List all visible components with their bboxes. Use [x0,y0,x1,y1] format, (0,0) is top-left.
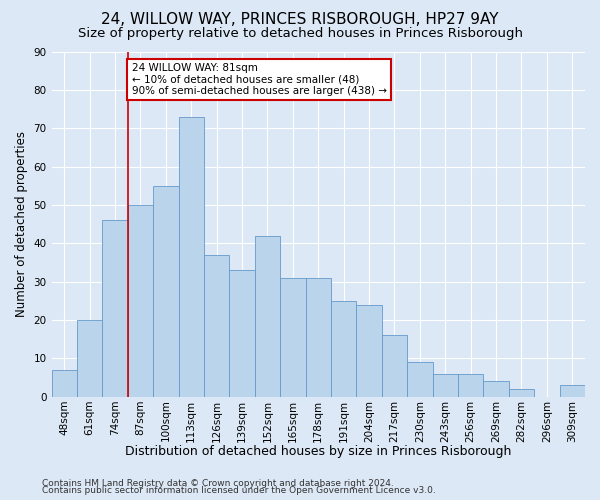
Text: 24, WILLOW WAY, PRINCES RISBOROUGH, HP27 9AY: 24, WILLOW WAY, PRINCES RISBOROUGH, HP27… [101,12,499,28]
Bar [52,370,77,397]
Bar [77,320,103,397]
Bar [356,304,382,397]
Bar [458,374,484,397]
Bar [382,336,407,397]
Text: Contains HM Land Registry data © Crown copyright and database right 2024.: Contains HM Land Registry data © Crown c… [42,478,394,488]
Bar [229,270,255,397]
Text: Contains public sector information licensed under the Open Government Licence v3: Contains public sector information licen… [42,486,436,495]
Bar [179,116,204,397]
Bar [331,301,356,397]
Bar [484,382,509,397]
Bar [204,255,229,397]
Bar [509,389,534,397]
X-axis label: Distribution of detached houses by size in Princes Risborough: Distribution of detached houses by size … [125,444,511,458]
Bar [103,220,128,397]
Bar [407,362,433,397]
Bar [305,278,331,397]
Y-axis label: Number of detached properties: Number of detached properties [15,131,28,317]
Bar [255,236,280,397]
Bar [433,374,458,397]
Bar [280,278,305,397]
Text: 24 WILLOW WAY: 81sqm
← 10% of detached houses are smaller (48)
90% of semi-detac: 24 WILLOW WAY: 81sqm ← 10% of detached h… [131,63,386,96]
Bar [128,205,153,397]
Text: Size of property relative to detached houses in Princes Risborough: Size of property relative to detached ho… [77,28,523,40]
Bar [560,386,585,397]
Bar [153,186,179,397]
